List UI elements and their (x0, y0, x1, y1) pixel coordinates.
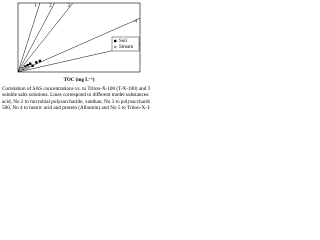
page: {"chart_data": {"type": "scatter", "xlab… (0, 0, 150, 150)
caption-line: soluble salts solutions. Lines correspon… (2, 92, 150, 99)
line-label: 2 (49, 4, 52, 9)
x-axis-label: TOC (mg L⁻¹) (64, 77, 95, 83)
reference-line (17, 2, 41, 73)
legend-marker (114, 39, 117, 43)
point (19, 68, 22, 72)
point (35, 61, 38, 64)
reference-line (17, 2, 55, 73)
caption-line: acid, No 2 to microbial polysaccharide, … (2, 98, 150, 105)
caption: Correlation of SAS concentrations vs. to… (2, 86, 150, 150)
reference-line (17, 2, 74, 73)
point (24, 65, 27, 68)
legend-marker (114, 45, 117, 49)
legend-box (111, 36, 140, 52)
point (29, 62, 32, 65)
point (38, 59, 42, 63)
point (31, 64, 34, 67)
legend-label: Soil (119, 39, 128, 44)
caption-line: 500, No 4 to humic acid and protein (Alb… (2, 105, 150, 112)
line-label: 3 (67, 4, 70, 9)
point (22, 66, 26, 70)
plot-frame (17, 2, 141, 73)
figure: TOC (mg L⁻¹) 12345SoilStream (17, 2, 141, 83)
caption-line: Correlation of SAS concentrations vs. to… (2, 86, 150, 92)
point (25, 67, 28, 70)
point (20, 68, 23, 71)
legend-label: Stream (119, 45, 133, 50)
point (27, 65, 31, 69)
point (21, 67, 25, 70)
point (26, 63, 29, 67)
line-label: 1 (34, 4, 37, 9)
reference-line (17, 17, 141, 73)
line-label: 4 (135, 19, 138, 24)
